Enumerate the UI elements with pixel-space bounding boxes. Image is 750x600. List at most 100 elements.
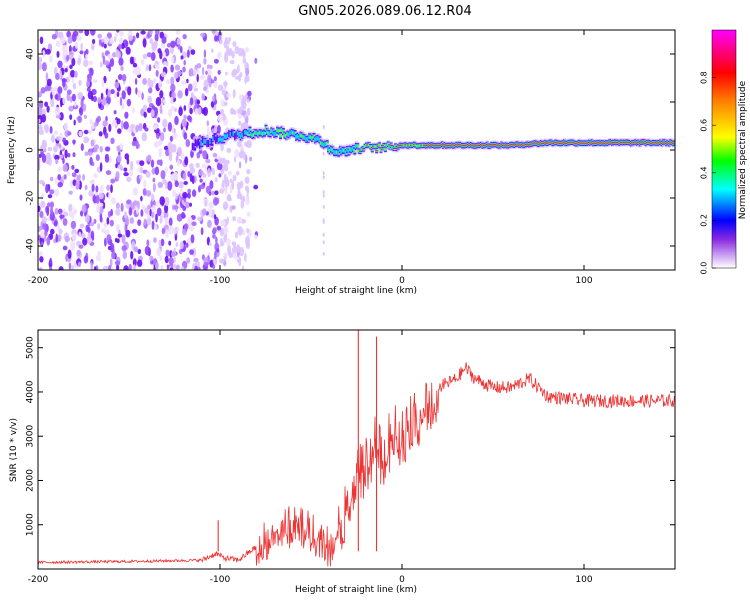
noise-speck xyxy=(241,265,245,270)
noise-speck xyxy=(225,176,229,186)
noise-speck xyxy=(78,30,84,34)
noise-speck xyxy=(180,211,186,219)
noise-speck xyxy=(202,150,208,160)
noise-speck xyxy=(49,176,54,182)
noise-speck xyxy=(152,78,157,85)
noise-speck xyxy=(47,156,52,166)
noise-speck xyxy=(165,149,170,157)
noise-speck xyxy=(115,208,121,216)
noise-speck xyxy=(56,50,60,58)
noise-speck xyxy=(178,181,184,189)
noise-speck xyxy=(106,217,110,225)
noise-speck xyxy=(69,64,73,70)
noise-speck xyxy=(80,210,84,217)
noise-speck xyxy=(126,98,132,107)
noise-speck xyxy=(149,260,153,265)
noise-speck xyxy=(80,98,84,108)
noise-speck xyxy=(70,220,77,230)
noise-speck xyxy=(192,68,197,76)
noise-speck xyxy=(119,143,124,151)
noise-speck xyxy=(141,205,146,210)
noise-speck xyxy=(231,50,235,59)
noise-speck xyxy=(224,80,227,89)
noise-speck xyxy=(117,233,123,238)
noise-speck xyxy=(235,171,240,176)
noise-speck xyxy=(90,43,95,51)
noise-speck xyxy=(92,78,98,83)
noise-speck xyxy=(40,230,45,239)
noise-speck xyxy=(214,124,218,133)
noise-speck xyxy=(196,74,199,83)
noise-speck xyxy=(172,171,179,180)
colorbar-label: Normalized spectral amplitude xyxy=(738,80,748,219)
noise-speck xyxy=(120,202,124,212)
noise-speck xyxy=(146,217,152,226)
noise-speck xyxy=(62,245,68,251)
noise-speck xyxy=(68,190,73,195)
noise-speck xyxy=(50,98,55,108)
noise-speck xyxy=(123,167,128,172)
noise-speck xyxy=(77,57,81,66)
noise-speck xyxy=(121,42,125,50)
noise-speck xyxy=(150,159,155,168)
noise-speck xyxy=(212,264,216,269)
noise-speck xyxy=(92,95,97,103)
noise-speck xyxy=(70,69,76,78)
noise-speck xyxy=(180,152,185,160)
noise-speck xyxy=(47,202,51,208)
noise-speck xyxy=(99,215,103,223)
noise-speck xyxy=(159,50,163,60)
noise-speck xyxy=(224,37,229,42)
noise-speck xyxy=(109,219,114,227)
noise-speck xyxy=(121,90,126,100)
noise-speck xyxy=(205,88,209,95)
noise-speck xyxy=(149,208,152,217)
y-tick-label: -40 xyxy=(26,238,36,253)
noise-speck xyxy=(71,232,77,242)
snr-xlabel: Height of straight line (km) xyxy=(295,585,417,595)
noise-speck xyxy=(159,215,163,224)
noise-speck xyxy=(110,137,115,144)
noise-speck xyxy=(144,127,149,132)
noise-speck xyxy=(192,81,198,89)
noise-speck xyxy=(161,36,167,44)
noise-speck xyxy=(46,207,50,217)
noise-speck xyxy=(130,160,134,171)
noise-speck xyxy=(82,174,86,181)
noise-speck xyxy=(197,106,202,116)
y-tick-label: 1000 xyxy=(26,513,36,536)
noise-speck xyxy=(71,172,77,178)
noise-speck xyxy=(156,131,160,140)
noise-speck xyxy=(40,200,46,208)
noise-speck xyxy=(145,190,152,197)
noise-speck xyxy=(75,41,79,49)
noise-speck xyxy=(244,176,250,184)
noise-speck xyxy=(244,252,247,262)
noise-speck xyxy=(216,124,221,134)
noise-speck xyxy=(173,71,179,79)
noise-speck xyxy=(221,179,225,188)
noise-speck xyxy=(94,144,99,150)
noise-speck xyxy=(116,264,120,270)
noise-speck xyxy=(41,216,47,224)
noise-speck xyxy=(206,208,213,218)
noise-speck xyxy=(135,124,139,133)
noise-speck xyxy=(103,222,108,228)
noise-speck xyxy=(67,36,73,44)
noise-speck xyxy=(87,60,94,66)
noise-speck xyxy=(39,256,44,263)
noise-speck xyxy=(238,161,242,169)
noise-speck xyxy=(89,179,94,185)
noise-speck xyxy=(246,98,250,103)
noise-speck xyxy=(164,255,169,264)
noise-speck xyxy=(147,31,150,38)
noise-speck xyxy=(322,175,325,180)
noise-speck xyxy=(101,79,105,88)
noise-speck xyxy=(254,234,258,240)
noise-speck xyxy=(68,210,73,218)
noise-speck xyxy=(155,262,159,270)
noise-speck xyxy=(78,244,84,249)
trace-cell xyxy=(375,149,379,151)
noise-speck xyxy=(74,168,80,174)
noise-speck xyxy=(168,217,173,227)
